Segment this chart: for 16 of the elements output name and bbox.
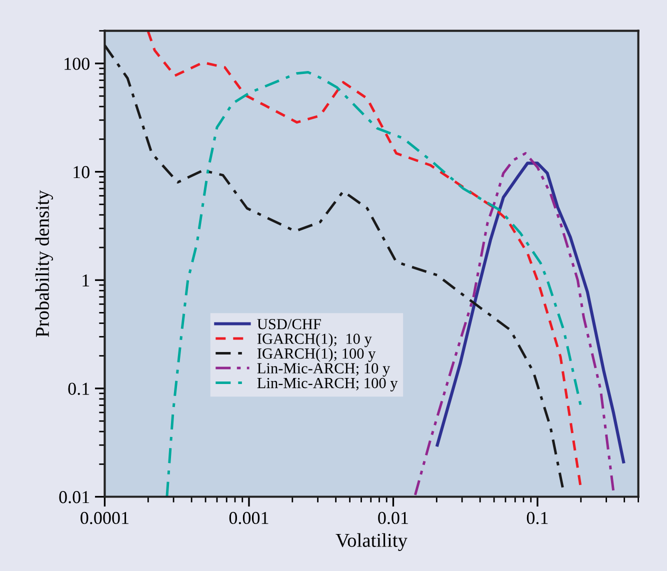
legend-label: Lin-Mic-ARCH; 100 y (257, 378, 398, 392)
x-tick-label: 0.1 (526, 512, 548, 524)
y-axis-title: Probability density (35, 190, 53, 337)
y-tick-label: 1 (82, 274, 90, 286)
y-tick-label: 0.01 (59, 491, 90, 504)
x-axis-title: Volatility (336, 533, 408, 551)
legend-label: Lin-Mic-ARCH; 10 y (257, 363, 390, 377)
x-tick-label: 0.001 (229, 512, 268, 524)
legend-label: IGARCH(1); 100 y (257, 348, 376, 362)
legend-label: IGARCH(1); 10 y (257, 333, 372, 348)
legend-label: USD/CHF (257, 318, 321, 330)
y-tick-label: 10 (74, 166, 90, 178)
x-tick-label: 0.01 (378, 512, 408, 524)
x-tick-label: 0.0001 (80, 512, 128, 524)
y-tick-label: 100 (64, 58, 90, 70)
y-tick-label: 0.1 (68, 382, 90, 395)
